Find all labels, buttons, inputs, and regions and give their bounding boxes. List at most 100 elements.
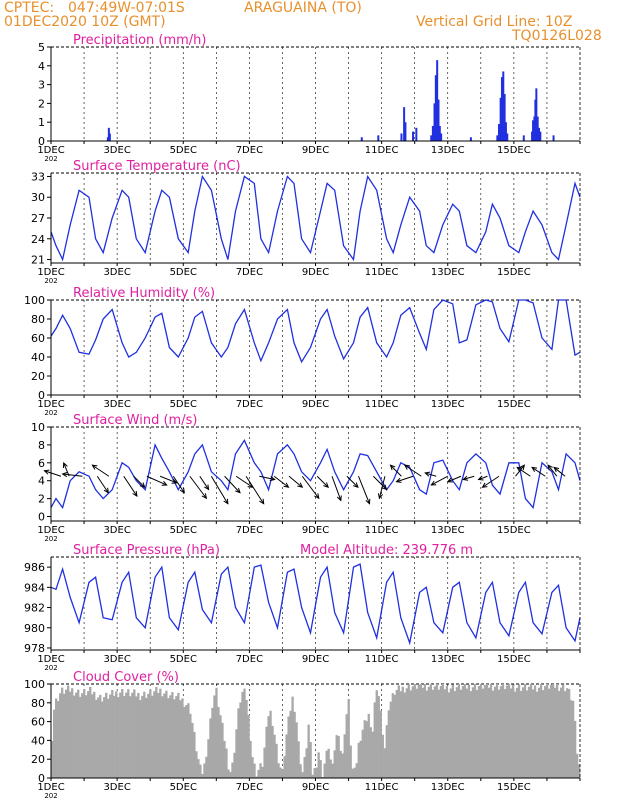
x-tick-label: 9DEC [302,525,329,536]
cloud-bar [141,695,144,778]
cloud-bar [555,684,559,778]
y-tick-label: 33 [31,170,45,183]
cloud-bar [307,724,310,778]
cloud-bar [349,745,352,778]
temp-title: Surface Temperature (nC) [73,159,241,174]
y-tick-label: 20 [31,370,45,383]
cloud-bar [457,684,461,778]
y-tick-label: 100 [24,294,45,307]
precip-bar [434,75,437,141]
x-tick-label: 7DEC [236,145,263,156]
cloud-bar [573,720,577,778]
cloud-bar [343,734,346,778]
cloud-bar [51,740,54,778]
cloud-bar [55,698,58,778]
cloud-bar [413,684,416,778]
cloud-bar [351,768,354,778]
y-tick-label: 24 [31,233,45,246]
cloud-bar [521,687,525,778]
cloud-bar [209,718,212,778]
cloud-bar [179,700,182,778]
cloud-bar [243,688,246,778]
cloud-bar [435,684,439,778]
cloud-bar [163,693,166,778]
cloud-bar [203,763,206,778]
wind-arrow-head [235,487,241,494]
wind-arrow [172,475,185,494]
rh-panel [47,299,581,398]
precip-bar [539,131,542,141]
cloud-bar [371,731,374,778]
wind-arrow-head [481,482,488,488]
x-tick-label: 5DEC [170,782,197,793]
x-tick-label: 15DEC [497,145,531,156]
cloud-bar [291,696,294,778]
x-tick-label: 11DEC [365,525,399,536]
cloud-bar [383,748,386,778]
cloud-bar [193,731,196,778]
x-tick-label: 13DEC [431,399,465,410]
cloud-bar [465,688,469,778]
cloud-bar [549,684,553,778]
cloud-bar [411,686,414,778]
cloud-bar [155,687,158,778]
cloud-bar [191,722,194,778]
x-cut-label: 202 [44,535,57,543]
cloud-bar [375,690,378,778]
x-tick-label: 5DEC [170,399,197,410]
x-cut-label: 202 [44,664,57,672]
y-tick-label: 21 [31,254,45,267]
cloud-bar [229,772,232,778]
precip-bar [108,133,111,141]
wind-arrow-head [269,476,276,482]
cloud-bar [461,686,465,778]
cloud-bar [169,695,172,778]
cloud-bar [519,691,523,778]
cloud-bar [395,689,398,778]
wind-panel [47,426,581,524]
wind-arrow [547,464,558,477]
x-tick-label: 3DEC [103,782,130,793]
cloud-bar [167,698,170,778]
cloud-bar [131,692,134,778]
cloud-bar [471,687,475,778]
cloud-bar [199,764,202,778]
x-tick-label: 5DEC [170,654,197,665]
x-cut-label: 202 [44,792,57,800]
cloud-bar [515,687,519,778]
cloud-bar [265,726,268,778]
wind-arrow-head [43,469,50,475]
cloud-bar [339,750,342,778]
wind-title: Surface Wind (m/s) [73,413,197,428]
cloud-bar [303,757,306,778]
cloud-bar [183,706,186,778]
cloud-bar [381,734,384,778]
cloud-bar [357,742,360,778]
cloud-bar [133,689,136,778]
wind-arrow-head [204,484,210,491]
cloud-bar [363,720,366,778]
cloud-bar [507,684,511,778]
wind-arrow-head [353,482,359,489]
cloud-bar [481,688,485,778]
cloud-bar [109,694,112,778]
cloud-bar [97,697,100,778]
cloud-bar [145,697,148,778]
cloud-panel [47,683,581,781]
cloud-bar [135,696,138,778]
precip-panel [47,46,581,144]
wind-arrow-head [395,477,402,483]
precip-bar [506,133,509,141]
y-tick-label: 980 [24,622,45,635]
cloud-bar [485,684,489,778]
cloud-bar [149,689,152,778]
cloud-bar [391,693,394,778]
cloud-bar [453,691,457,778]
cloud-bar [285,734,288,778]
precip-bar [504,122,507,141]
cloud-bar [455,687,459,778]
cloud-bar [99,694,102,778]
cloud-bar [279,767,282,778]
press-annotation: Model Altitude: 239.776 m [300,543,473,558]
cloud-bar [93,691,96,778]
